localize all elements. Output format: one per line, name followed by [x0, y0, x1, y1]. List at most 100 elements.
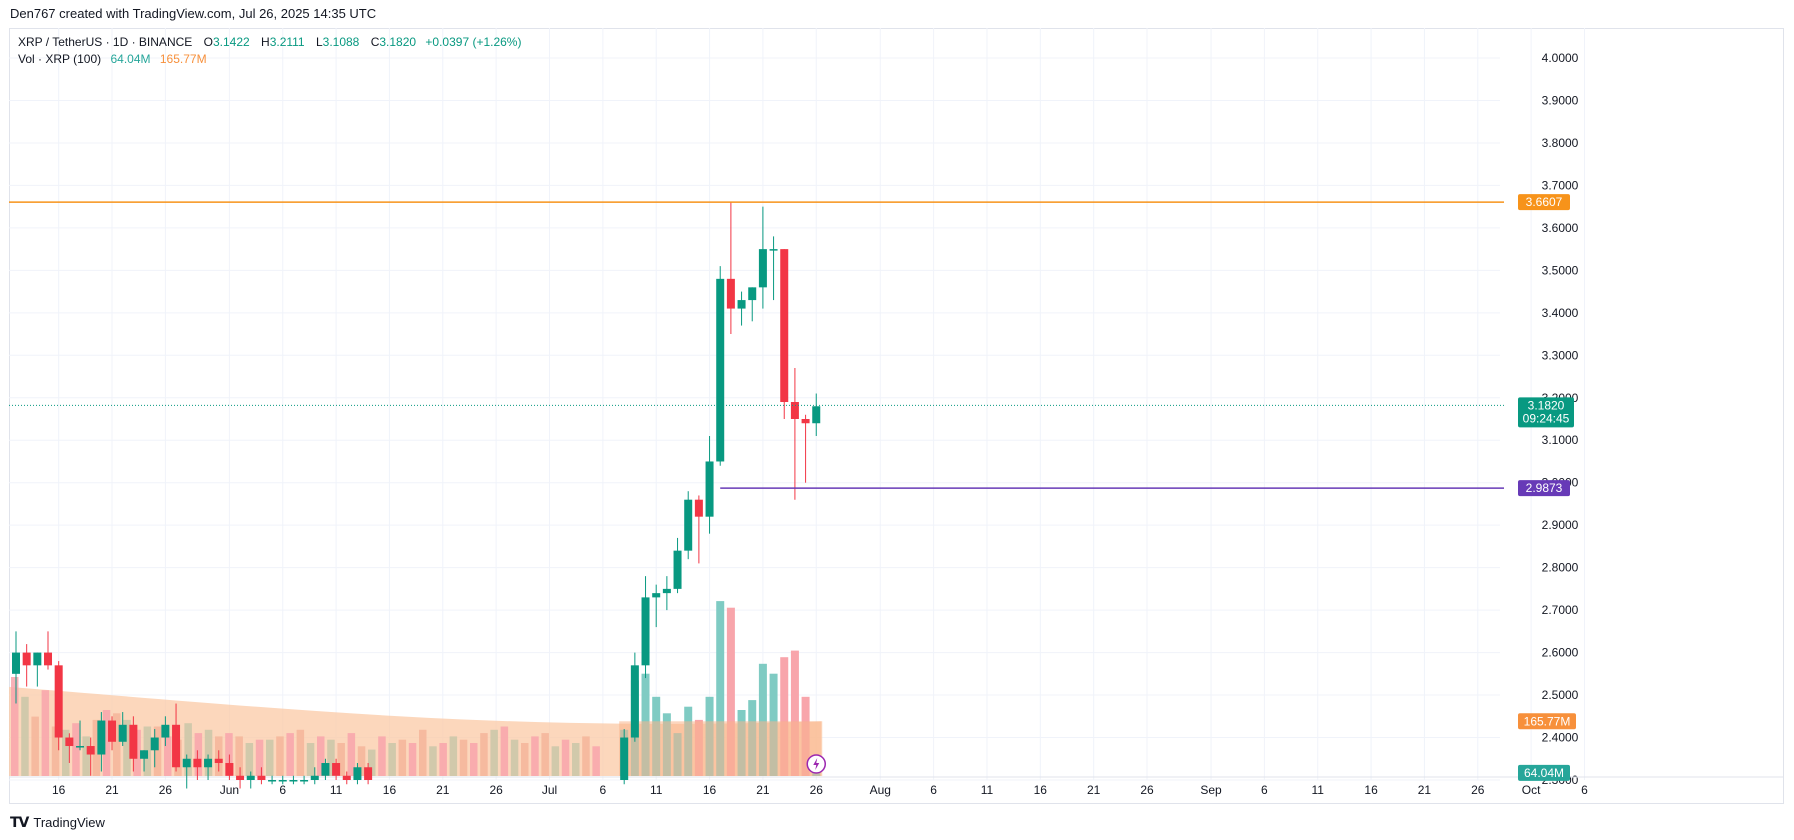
tradingview-footer[interactable]: 𝗧𝗩 TradingView [10, 814, 105, 831]
volume-bar [286, 733, 294, 776]
x-tick-label: Sep [1200, 783, 1222, 797]
volume-bar [592, 746, 600, 776]
change-value: +0.0397 (+1.26%) [425, 35, 522, 49]
volume-bar [92, 719, 101, 776]
candle-body[interactable] [310, 775, 319, 780]
candle-body[interactable] [652, 593, 661, 598]
candle-body[interactable] [790, 402, 799, 419]
candle-body[interactable] [225, 763, 234, 776]
high-key: H [261, 35, 270, 49]
x-tick-label: 26 [1471, 783, 1485, 797]
footer-brand: TradingView [33, 815, 105, 830]
volume-bar [408, 743, 417, 776]
candle-body[interactable] [726, 278, 735, 309]
x-tick-label: Aug [870, 783, 891, 797]
candle-body[interactable] [12, 652, 20, 674]
volume-bar [194, 733, 203, 776]
volume-bar [716, 601, 725, 776]
candle-body[interactable] [161, 724, 170, 738]
volume-row: Vol · XRP (100) 64.04M 165.77M [18, 51, 521, 68]
candle-body[interactable] [140, 750, 149, 759]
price-level-badge [1518, 480, 1570, 497]
x-tick-label: 21 [1418, 783, 1432, 797]
x-tick-label: 26 [159, 783, 173, 797]
candle-body[interactable] [278, 780, 287, 782]
candle-body[interactable] [289, 780, 298, 782]
candle-body[interactable] [737, 300, 746, 309]
candle-body[interactable] [716, 278, 725, 462]
price-level-badge [1518, 194, 1570, 211]
candle-body[interactable] [65, 737, 74, 747]
volume-bar [790, 650, 799, 776]
candle-body[interactable] [246, 775, 255, 780]
candle-body[interactable] [22, 652, 31, 666]
candle-body[interactable] [353, 767, 362, 780]
volume-bar [235, 736, 243, 776]
candle-body[interactable] [257, 775, 266, 780]
volume-bar [551, 746, 560, 776]
candle-body[interactable] [300, 780, 309, 782]
candle-body[interactable] [321, 763, 330, 776]
candle-body[interactable] [44, 652, 53, 666]
x-tick-label: 16 [1034, 783, 1048, 797]
x-tick-label: Oct [1522, 783, 1541, 797]
volume-bar [388, 743, 396, 776]
symbol-label[interactable]: XRP / TetherUS · 1D · BINANCE [18, 35, 193, 49]
volume-bar [41, 690, 50, 776]
candle-body[interactable] [172, 724, 181, 768]
volume-bar [62, 729, 70, 776]
x-tick-label: 16 [1364, 783, 1378, 797]
lightning-glyph [813, 758, 820, 770]
candle-body[interactable] [662, 588, 671, 594]
candle-body[interactable] [182, 758, 191, 768]
y-tick-label: 2.6000 [1542, 646, 1579, 660]
candle-body[interactable] [97, 720, 106, 755]
volume-bar [123, 719, 131, 776]
candle-body[interactable] [236, 775, 245, 780]
candle-body[interactable] [694, 499, 703, 517]
candle-body[interactable] [214, 758, 223, 764]
x-tick-label: 26 [810, 783, 824, 797]
volume-bar [82, 736, 90, 776]
attribution-bar: Den767 created with TradingView.com, Jul… [0, 0, 1794, 28]
x-tick-label: 11 [650, 783, 663, 797]
candle-body[interactable] [620, 737, 629, 780]
candle-body[interactable] [748, 287, 757, 301]
candle-body[interactable] [780, 249, 789, 403]
volume-ma-badge-label: 165.77M [1524, 714, 1571, 728]
candle-body[interactable] [332, 763, 341, 776]
candle-body[interactable] [150, 737, 159, 751]
volume-last-badge-label: 64.04M [1524, 766, 1564, 780]
y-tick-label: 3.3000 [1542, 348, 1579, 362]
volume-last-badge [1518, 764, 1570, 781]
candle-body[interactable] [758, 249, 767, 288]
volume-bar [429, 746, 437, 776]
candle-body[interactable] [342, 775, 351, 780]
candle-body[interactable] [641, 597, 650, 666]
candle-body[interactable] [769, 249, 778, 251]
attribution-text: Den767 created with TradingView.com, Jul… [10, 6, 377, 21]
candle-body[interactable] [684, 499, 693, 551]
candle-body[interactable] [812, 406, 821, 424]
x-tick-label: 26 [1140, 783, 1154, 797]
y-tick-label: 4.0000 [1542, 51, 1579, 65]
candle-body[interactable] [673, 550, 682, 589]
candle-body[interactable] [193, 758, 202, 768]
candle-body[interactable] [86, 746, 95, 755]
candle-body[interactable] [268, 780, 277, 782]
candle-body[interactable] [204, 758, 213, 768]
candle-body[interactable] [76, 746, 85, 748]
candle-body[interactable] [364, 767, 373, 780]
candle-body[interactable] [33, 652, 42, 666]
candle-body[interactable] [129, 724, 138, 759]
volume-label[interactable]: Vol · XRP (100) [18, 52, 102, 66]
bar-countdown-label: 09:24:45 [1523, 411, 1570, 425]
candle-body[interactable] [108, 720, 117, 742]
candle-body[interactable] [801, 419, 810, 424]
candle-body[interactable] [118, 724, 127, 742]
tradingview-logo-icon: 𝗧𝗩 [10, 814, 29, 830]
candle-body[interactable] [705, 461, 714, 517]
candle-body[interactable] [54, 665, 63, 738]
candle-body[interactable] [630, 665, 639, 738]
